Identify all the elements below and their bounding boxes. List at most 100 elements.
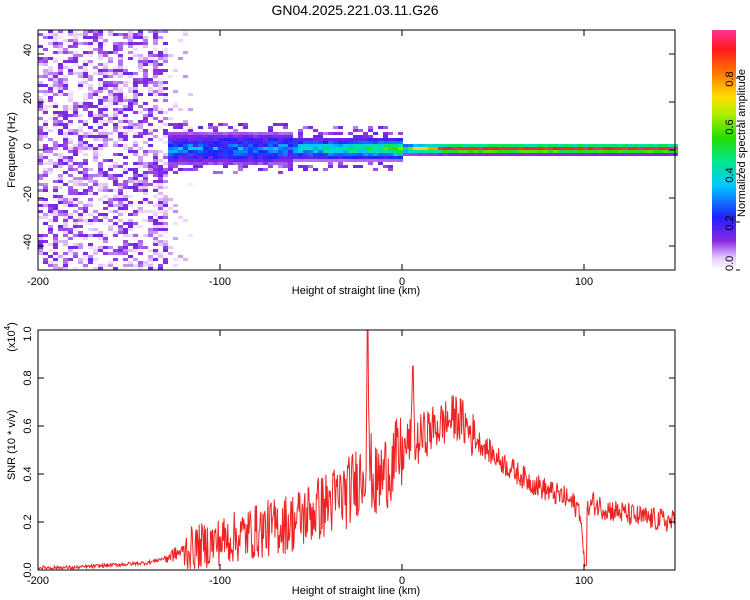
heatmap-cell bbox=[133, 36, 138, 39]
heatmap-cell bbox=[388, 165, 393, 168]
heatmap-cell bbox=[133, 183, 138, 186]
heatmap-cell bbox=[98, 126, 103, 129]
heatmap-cell bbox=[123, 120, 128, 123]
heatmap-cell bbox=[498, 150, 503, 153]
heatmap-cell bbox=[248, 132, 253, 135]
heatmap-cell bbox=[138, 66, 143, 69]
heatmap-cell bbox=[213, 144, 218, 147]
heatmap-cell bbox=[118, 144, 123, 147]
heatmap-cell bbox=[58, 36, 63, 39]
heatmap-cell bbox=[133, 213, 138, 216]
heatmap-cell bbox=[168, 132, 173, 135]
heatmap-cell bbox=[203, 150, 208, 153]
heatmap-cell bbox=[653, 153, 658, 156]
heatmap-cell bbox=[148, 81, 153, 84]
heatmap-cell bbox=[663, 144, 668, 147]
heatmap-cell bbox=[398, 156, 403, 159]
heatmap-cell bbox=[128, 204, 133, 207]
heatmap-cell bbox=[253, 159, 258, 162]
heatmap-cell bbox=[98, 237, 103, 240]
heatmap-cell bbox=[268, 126, 273, 129]
heatmap-cell bbox=[658, 144, 663, 147]
snr-ytick-label: 1.0 bbox=[22, 326, 34, 341]
heatmap-cell bbox=[108, 225, 113, 228]
heatmap-cell bbox=[73, 243, 78, 246]
heatmap-cell bbox=[243, 156, 248, 159]
heatmap-cell bbox=[268, 132, 273, 135]
heatmap-cell bbox=[248, 138, 253, 141]
heatmap-cell bbox=[83, 141, 88, 144]
heatmap-cell bbox=[158, 174, 163, 177]
heatmap-cell bbox=[163, 132, 168, 135]
heatmap-cell bbox=[133, 78, 138, 81]
heatmap-cell bbox=[233, 153, 238, 156]
heatmap-cell bbox=[418, 147, 423, 150]
heatmap-cell bbox=[173, 123, 178, 126]
heatmap-cell bbox=[153, 219, 158, 222]
heatmap-cell bbox=[138, 147, 143, 150]
heatmap-cell bbox=[98, 186, 103, 189]
heatmap-cell bbox=[138, 180, 143, 183]
heatmap-cell bbox=[243, 132, 248, 135]
heatmap-cell bbox=[53, 114, 58, 117]
heatmap-cell bbox=[43, 75, 48, 78]
heatmap-cell bbox=[78, 75, 83, 78]
heatmap-cell bbox=[203, 141, 208, 144]
heatmap-cell bbox=[238, 132, 243, 135]
heatmap-cell bbox=[363, 138, 368, 141]
heatmap-cell bbox=[138, 30, 143, 33]
heatmap-cell bbox=[428, 147, 433, 150]
heatmap-cell bbox=[133, 243, 138, 246]
heatmap-cell bbox=[333, 141, 338, 144]
heatmap-cell bbox=[143, 69, 148, 72]
heatmap-cell bbox=[138, 69, 143, 72]
heatmap-cell bbox=[118, 165, 123, 168]
heatmap-cell bbox=[183, 75, 188, 78]
heatmap-cell bbox=[493, 144, 498, 147]
heatmap-cell bbox=[223, 135, 228, 138]
heatmap-cell bbox=[113, 234, 118, 237]
heatmap-cell bbox=[193, 168, 198, 171]
heatmap-cell bbox=[113, 231, 118, 234]
heatmap-cell bbox=[203, 144, 208, 147]
heatmap-cell bbox=[663, 150, 668, 153]
heatmap-cell bbox=[283, 159, 288, 162]
heatmap-cell bbox=[38, 243, 43, 246]
heatmap-cell bbox=[158, 93, 163, 96]
heatmap-cell bbox=[413, 147, 418, 150]
heatmap-cell bbox=[553, 147, 558, 150]
heatmap-cell bbox=[488, 147, 493, 150]
heatmap-cell bbox=[188, 126, 193, 129]
heatmap-cell bbox=[448, 150, 453, 153]
heatmap-cell bbox=[213, 159, 218, 162]
heatmap-cell bbox=[43, 198, 48, 201]
heatmap-cell bbox=[243, 123, 248, 126]
heatmap-cell bbox=[143, 75, 148, 78]
heatmap-cell bbox=[148, 123, 153, 126]
heatmap-cell bbox=[163, 48, 168, 51]
heatmap-cell bbox=[73, 168, 78, 171]
heatmap-cell bbox=[223, 165, 228, 168]
heatmap-cell bbox=[123, 162, 128, 165]
heatmap-cell bbox=[103, 123, 108, 126]
heatmap-cell bbox=[183, 168, 188, 171]
heatmap-cell bbox=[143, 153, 148, 156]
heatmap-cell bbox=[118, 45, 123, 48]
heatmap-cell bbox=[68, 249, 73, 252]
heatmap-cell bbox=[113, 183, 118, 186]
heatmap-cell bbox=[303, 165, 308, 168]
heatmap-cell bbox=[223, 144, 228, 147]
heatmap-cell bbox=[113, 87, 118, 90]
heatmap-cell bbox=[133, 132, 138, 135]
heatmap-cell bbox=[68, 150, 73, 153]
heatmap-cell bbox=[213, 171, 218, 174]
heatmap-cell bbox=[138, 111, 143, 114]
heatmap-cell bbox=[408, 153, 413, 156]
heatmap-cell bbox=[313, 150, 318, 153]
heatmap-cell bbox=[58, 198, 63, 201]
heatmap-cell bbox=[153, 222, 158, 225]
heatmap-cell bbox=[58, 267, 63, 270]
heatmap-cell bbox=[543, 153, 548, 156]
heatmap-cell bbox=[98, 114, 103, 117]
heatmap-cell bbox=[338, 126, 343, 129]
